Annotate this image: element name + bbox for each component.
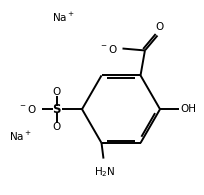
Text: O: O [154,22,163,32]
Text: Na$^+$: Na$^+$ [9,130,32,143]
Text: H$_2$N: H$_2$N [93,165,115,179]
Text: S: S [52,103,61,116]
Text: OH: OH [180,104,196,114]
Text: $^-$O: $^-$O [98,43,117,55]
Text: O: O [52,87,61,97]
Text: Na$^+$: Na$^+$ [52,11,75,24]
Text: $^-$O: $^-$O [18,103,37,115]
Text: O: O [52,122,61,132]
